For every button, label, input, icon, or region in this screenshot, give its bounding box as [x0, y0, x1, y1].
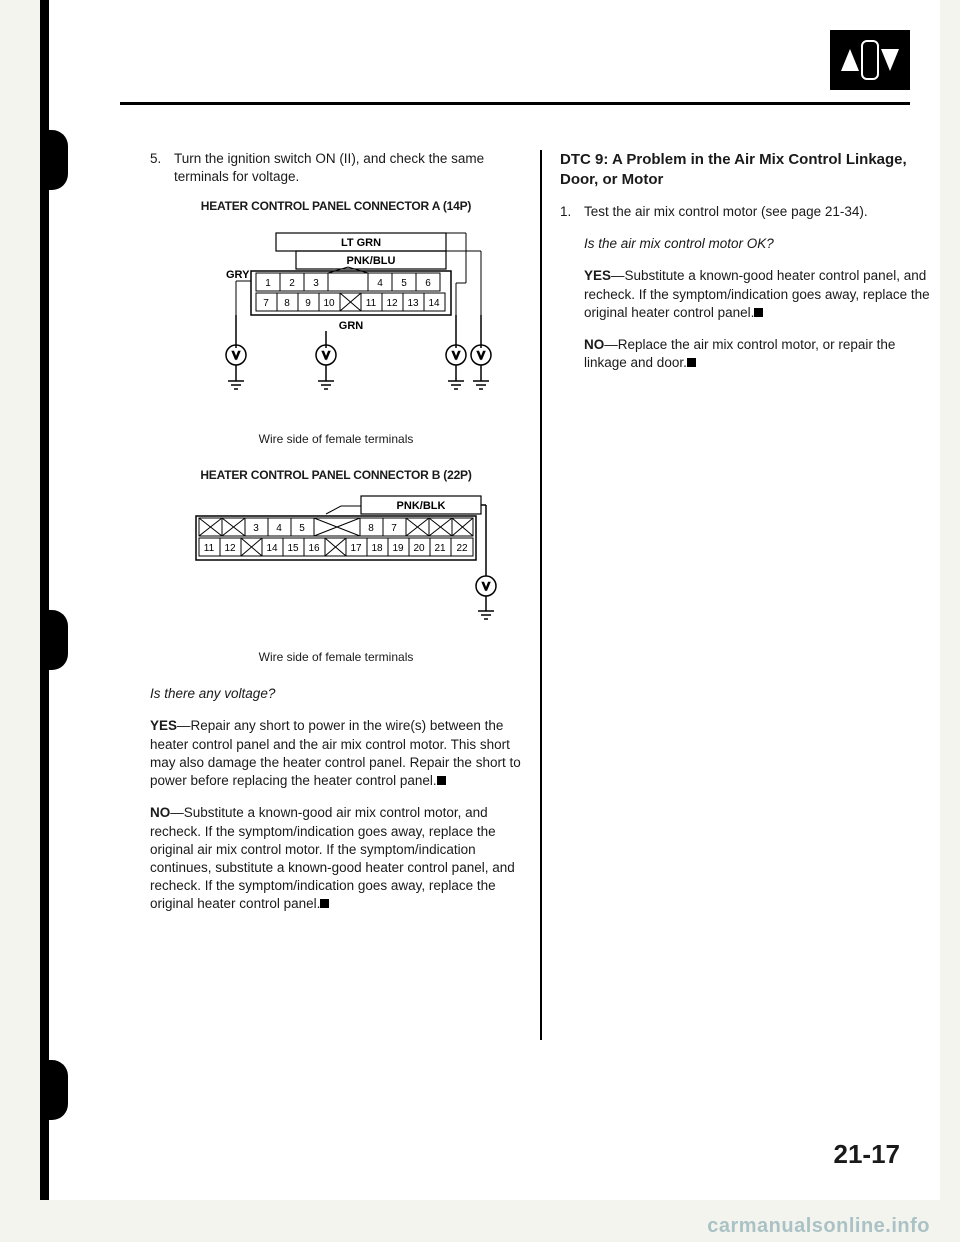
dtc-title: DTC 9: A Problem in the Air Mix Control … — [560, 150, 930, 189]
svg-text:15: 15 — [287, 543, 299, 554]
svg-text:8: 8 — [284, 298, 290, 309]
no-branch: NO—Substitute a known-good air mix contr… — [150, 804, 522, 913]
wire-label: LT GRN — [341, 237, 381, 249]
connector-a-row2: 7 8 9 10 11 12 13 14 — [256, 293, 445, 311]
ground-symbol: V — [446, 315, 466, 389]
yes-label: YES — [584, 268, 611, 283]
svg-text:2: 2 — [289, 278, 295, 289]
svg-text:7: 7 — [391, 523, 397, 534]
no-branch: NO—Replace the air mix control motor, or… — [584, 336, 930, 372]
svg-text:9: 9 — [305, 298, 311, 309]
svg-text:4: 4 — [377, 278, 383, 289]
binding-tab — [40, 610, 68, 670]
yes-label: YES — [150, 718, 177, 733]
svg-text:V: V — [322, 350, 330, 362]
svg-text:7: 7 — [263, 298, 269, 309]
svg-text:V: V — [232, 350, 240, 362]
section-icon — [830, 30, 910, 90]
svg-text:19: 19 — [392, 543, 404, 554]
svg-text:V: V — [482, 581, 490, 593]
diagram-caption: Wire side of female terminals — [150, 431, 522, 447]
svg-text:18: 18 — [371, 543, 383, 554]
step-text: Turn the ignition switch ON (II), and ch… — [174, 150, 522, 186]
binding-tab — [40, 1060, 68, 1120]
svg-text:17: 17 — [350, 543, 362, 554]
svg-text:14: 14 — [266, 543, 278, 554]
yes-branch: YES—Repair any short to power in the wir… — [150, 717, 522, 790]
manual-page: 5. Turn the ignition switch ON (II), and… — [40, 0, 940, 1200]
svg-text:5: 5 — [299, 523, 305, 534]
svg-text:1: 1 — [265, 278, 271, 289]
diagram-caption: Wire side of female terminals — [150, 649, 522, 665]
svg-text:4: 4 — [276, 523, 282, 534]
svg-text:14: 14 — [428, 298, 440, 309]
svg-text:20: 20 — [413, 543, 425, 554]
no-label: NO — [584, 337, 604, 352]
left-column: 5. Turn the ignition switch ON (II), and… — [150, 150, 540, 1040]
page-number: 21-17 — [834, 1139, 901, 1170]
connector-b-row1: 3 4 5 8 7 — [199, 518, 473, 536]
end-marker-icon — [320, 899, 329, 908]
step-number: 5. — [150, 150, 166, 186]
connector-a-diagram: LT GRN PNK/BLU GRY 1 2 3 4 — [166, 223, 506, 423]
connector-b-diagram: PNK/BLK 3 4 5 8 7 — [166, 491, 506, 641]
end-marker-icon — [687, 358, 696, 367]
svg-text:V: V — [477, 350, 485, 362]
binding-tab — [40, 130, 68, 190]
svg-text:8: 8 — [368, 523, 374, 534]
arrow-up-icon — [841, 49, 859, 71]
procedure-step: 1. Test the air mix control motor (see p… — [560, 203, 930, 387]
ground-symbol: V — [471, 315, 491, 389]
connector-b-title: HEATER CONTROL PANEL CONNECTOR B (22P) — [150, 467, 522, 483]
wire-label: GRN — [339, 320, 364, 332]
content-columns: 5. Turn the ignition switch ON (II), and… — [150, 150, 950, 1040]
watermark: carmanualsonline.info — [707, 1215, 930, 1238]
yes-branch: YES—Substitute a known-good heater contr… — [584, 267, 930, 322]
right-column: DTC 9: A Problem in the Air Mix Control … — [540, 150, 930, 1040]
svg-text:11: 11 — [204, 543, 215, 554]
ground-symbol: V — [476, 505, 496, 619]
svg-text:12: 12 — [386, 298, 398, 309]
question-text: Is the air mix control motor OK? — [584, 235, 930, 253]
svg-text:11: 11 — [366, 298, 377, 309]
svg-text:V: V — [452, 350, 460, 362]
ground-symbol: V — [226, 315, 246, 389]
connector-a-title: HEATER CONTROL PANEL CONNECTOR A (14P) — [150, 198, 522, 214]
svg-text:10: 10 — [323, 298, 335, 309]
arrow-down-icon — [881, 49, 899, 71]
procedure-step: 5. Turn the ignition switch ON (II), and… — [150, 150, 522, 186]
header-rule — [120, 102, 910, 105]
wire-label: GRY — [226, 269, 250, 281]
no-label: NO — [150, 805, 170, 820]
svg-text:6: 6 — [425, 278, 431, 289]
svg-text:22: 22 — [456, 543, 468, 554]
end-marker-icon — [754, 308, 763, 317]
connector-b-row2: 11 12 14 15 16 17 18 19 20 21 22 — [199, 538, 473, 556]
end-marker-icon — [437, 776, 446, 785]
question-text: Is there any voltage? — [150, 685, 522, 703]
svg-text:21: 21 — [434, 543, 446, 554]
ground-symbol: V — [316, 331, 336, 389]
wire-label: PNK/BLU — [347, 255, 396, 267]
svg-text:3: 3 — [313, 278, 319, 289]
svg-text:16: 16 — [308, 543, 320, 554]
no-text: —Substitute a known-good air mix control… — [150, 805, 515, 911]
no-text: —Replace the air mix control motor, or r… — [584, 337, 895, 370]
wire-label: PNK/BLK — [397, 500, 446, 512]
svg-text:13: 13 — [407, 298, 419, 309]
coil-icon — [861, 40, 879, 80]
step-text: Test the air mix control motor (see page… — [584, 203, 930, 221]
step-number: 1. — [560, 203, 576, 387]
svg-text:3: 3 — [253, 523, 259, 534]
yes-text: —Repair any short to power in the wire(s… — [150, 718, 521, 788]
svg-text:5: 5 — [401, 278, 407, 289]
svg-text:12: 12 — [224, 543, 236, 554]
